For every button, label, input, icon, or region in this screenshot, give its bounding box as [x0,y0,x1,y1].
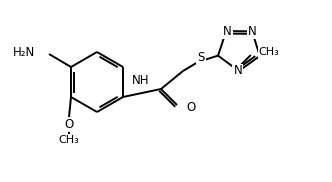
Text: N: N [233,64,242,78]
Text: CH₃: CH₃ [259,47,280,57]
Text: NH: NH [132,74,150,87]
Text: N: N [248,25,256,38]
Text: S: S [197,50,205,64]
Text: O: O [64,118,74,131]
Text: N: N [223,25,232,38]
Text: CH₃: CH₃ [59,135,79,145]
Text: H₂N: H₂N [13,46,35,58]
Text: O: O [186,100,195,114]
